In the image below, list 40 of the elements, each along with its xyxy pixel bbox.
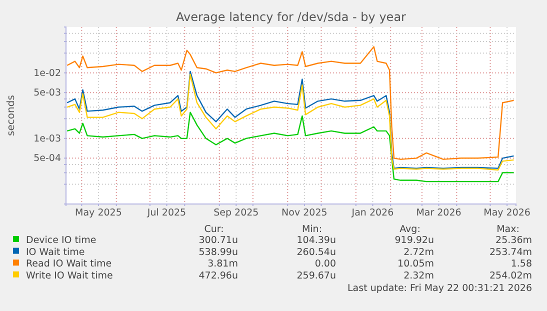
y-tick-label: 1e-03 (34, 133, 61, 144)
y-tick-label: 1e-02 (34, 68, 61, 79)
line-series (66, 112, 514, 182)
text: 0.00 (314, 258, 336, 270)
x-tick-label: Nov 2025 (282, 208, 328, 219)
text: 2.72m (404, 246, 434, 258)
text: 104.39u (296, 235, 336, 246)
x-tick-label: May 2026 (484, 208, 530, 219)
text: 25.36m (496, 235, 532, 246)
text: 253.74m (490, 246, 532, 258)
x-tick-label: Jan 2026 (350, 208, 394, 219)
text: 259.67u (296, 270, 336, 282)
text: 3.81m (208, 258, 238, 270)
text: Min: (302, 224, 322, 235)
legend-label: Write IO Wait time (26, 270, 114, 282)
text: Cur: (204, 224, 224, 235)
text: 919.92u (394, 235, 434, 246)
text: Avg: (400, 224, 420, 235)
text: 300.71u (198, 235, 238, 246)
legend-label: Device IO time (26, 235, 96, 246)
y-tick-label: 5e-03 (34, 88, 61, 99)
text: Last update: Fri May 22 00:31:21 2026 (348, 283, 532, 294)
text: 260.54u (296, 246, 336, 258)
legend-label: Read IO Wait time (26, 258, 112, 270)
text: Max: (496, 224, 520, 235)
chart-title: Average latency for /dev/sda - by year (176, 10, 406, 24)
x-tick-label: Sep 2025 (214, 208, 259, 219)
text: 538.99u (198, 246, 238, 258)
y-axis-title: seconds (6, 95, 17, 136)
line-series (66, 46, 514, 160)
y-tick-label: 5e-04 (34, 153, 61, 164)
text: 1.58 (510, 258, 532, 270)
x-tick-label: Jul 2025 (146, 208, 186, 219)
text: 472.96u (198, 270, 238, 282)
x-tick-label: May 2025 (75, 208, 122, 219)
text: 2.32m (404, 270, 434, 282)
x-tick-label: Mar 2026 (416, 208, 462, 219)
legend-label: IO Wait time (26, 246, 85, 258)
text: 10.05m (398, 258, 434, 270)
text: 254.02m (490, 270, 532, 282)
